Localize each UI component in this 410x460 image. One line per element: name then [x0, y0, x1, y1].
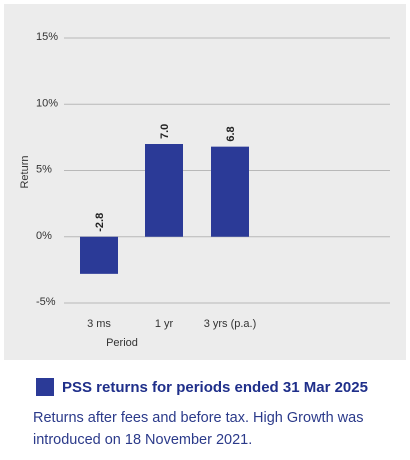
y-tick-label: 0%: [36, 230, 52, 242]
x-axis-title: Period: [106, 337, 138, 349]
x-tick-label: 3 yrs (p.a.): [204, 318, 257, 330]
y-tick-label: -5%: [36, 296, 56, 308]
y-tick-label: 5%: [36, 164, 52, 176]
legend-swatch: [36, 378, 54, 396]
x-tick-label: 1 yr: [155, 318, 174, 330]
chart-caption: Returns after fees and before tax. High …: [33, 410, 364, 448]
returns-bar-chart: 15% 10% 5% 0% -5% -2.8 7.0 6.8 3 ms 1 yr 3 yrs (p.…: [19, 31, 390, 349]
x-tick-label: 3 ms: [87, 318, 111, 330]
y-tick-label: 10%: [36, 97, 58, 109]
bar-data-label: -2.8: [94, 213, 106, 232]
bar: [80, 236, 118, 274]
chart-legend: PSS returns for periods ended 31 Mar 202…: [36, 378, 368, 396]
y-axis-title: Return: [19, 155, 31, 188]
legend-label: PSS returns for periods ended 31 Mar 202…: [62, 378, 368, 396]
bar-data-label: 7.0: [159, 124, 171, 139]
bar: [145, 144, 183, 237]
bar-data-label: 6.8: [225, 126, 237, 141]
chart-panel: [4, 4, 406, 360]
bar: [211, 146, 249, 237]
y-tick-label: 15%: [36, 31, 58, 43]
